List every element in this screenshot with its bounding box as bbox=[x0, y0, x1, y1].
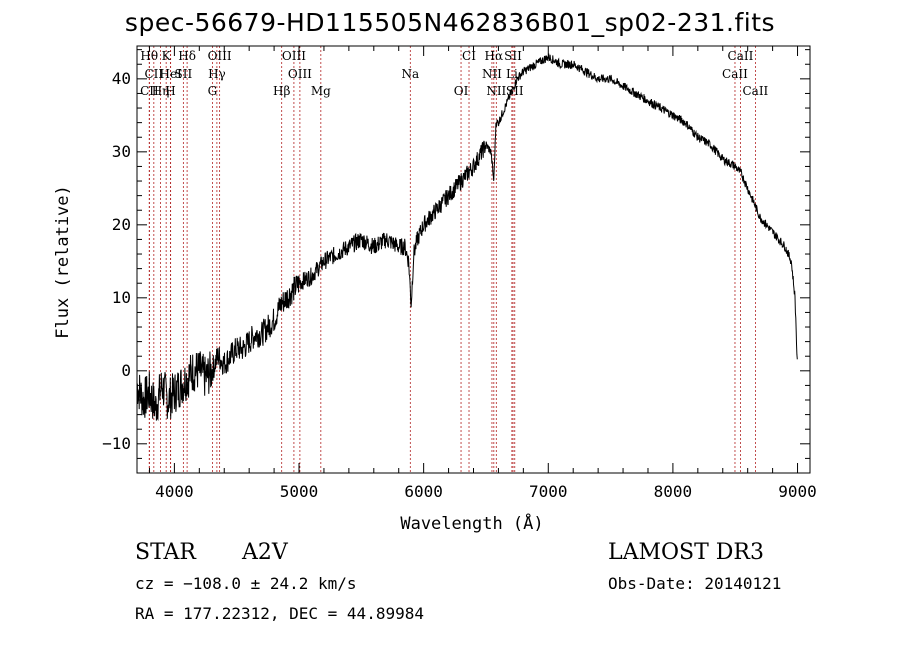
emission-line-label: Li bbox=[506, 67, 518, 81]
observation-date: Obs-Date: 20140121 bbox=[608, 574, 782, 593]
object-class: STAR bbox=[135, 540, 196, 565]
emission-line-label: Hγ bbox=[208, 67, 226, 81]
emission-line-label: Hβ bbox=[273, 84, 290, 98]
spectrum-line bbox=[136, 53, 798, 421]
emission-line-label: Mg bbox=[311, 84, 331, 98]
x-tick-label: 8000 bbox=[654, 482, 693, 501]
y-tick-label: 0 bbox=[121, 361, 131, 380]
x-axis-label: Wavelength (Å) bbox=[400, 512, 543, 534]
emission-line-label: CaII bbox=[722, 67, 748, 81]
emission-line-label: OI bbox=[454, 84, 469, 98]
emission-line-label: CI bbox=[462, 49, 476, 63]
emission-line-label: Hθ bbox=[140, 49, 158, 63]
emission-line-label: CII bbox=[140, 84, 159, 98]
y-tick-label: −10 bbox=[102, 434, 131, 453]
y-tick-label: 10 bbox=[112, 288, 131, 307]
x-tick-label: 9000 bbox=[778, 482, 817, 501]
x-tick-label: 4000 bbox=[155, 482, 194, 501]
emission-line-label: OIII bbox=[282, 49, 306, 63]
x-axis-ticks: 4000 5000 6000 7000 8000 9000 bbox=[148, 46, 817, 501]
emission-line-label: Na bbox=[401, 67, 419, 81]
x-tick-label: 6000 bbox=[404, 482, 443, 501]
y-axis-label: Flux (relative) bbox=[53, 185, 73, 339]
emission-line-label: SII bbox=[175, 67, 193, 81]
x-tick-label: 5000 bbox=[280, 482, 319, 501]
survey-name: LAMOST DR3 bbox=[608, 540, 764, 565]
emission-line-label: NII bbox=[486, 84, 506, 98]
emission-line-label: H bbox=[165, 84, 175, 98]
emission-line-label: HeI bbox=[159, 67, 182, 81]
y-axis-ticks: −10 0 10 20 30 40 bbox=[102, 49, 810, 459]
y-tick-label: 30 bbox=[112, 142, 131, 161]
emission-line-label: OIII bbox=[288, 67, 312, 81]
emission-line-label: SII bbox=[504, 49, 522, 63]
emission-line-label: OIII bbox=[208, 49, 232, 63]
emission-line-label: Hα bbox=[485, 49, 504, 63]
emission-line-label: NII bbox=[482, 67, 502, 81]
x-tick-label: 7000 bbox=[529, 482, 568, 501]
emission-line-label: G bbox=[208, 84, 218, 98]
redshift-velocity: cz = −108.0 ± 24.2 km/s bbox=[135, 574, 357, 593]
y-tick-label: 20 bbox=[112, 215, 131, 234]
plot-frame bbox=[136, 45, 811, 474]
spectrum-series bbox=[136, 53, 798, 421]
emission-line-label: Hδ bbox=[178, 49, 196, 63]
emission-line-label: Hη bbox=[152, 84, 170, 98]
coordinates: RA = 177.22312, DEC = 44.89984 bbox=[135, 604, 424, 623]
chart-title: spec-56679-HD115505N462836B01_sp02-231.f… bbox=[124, 8, 776, 37]
emission-line-label: CaII bbox=[742, 84, 768, 98]
emission-line-label: K bbox=[162, 49, 172, 63]
emission-line-label: CaII bbox=[728, 49, 754, 63]
object-subclass: A2V bbox=[242, 540, 288, 565]
emission-line-label: CII bbox=[144, 67, 163, 81]
y-tick-label: 40 bbox=[112, 69, 131, 88]
